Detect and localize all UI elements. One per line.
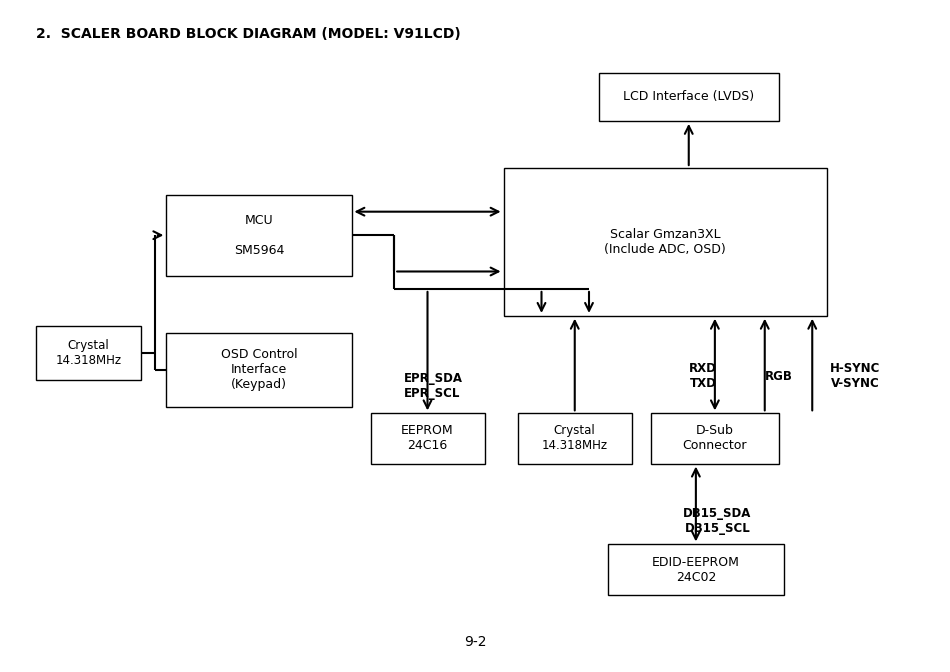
Text: DB15_SDA
DB15_SCL: DB15_SDA DB15_SCL (683, 507, 751, 535)
Text: LCD Interface (LVDS): LCD Interface (LVDS) (623, 90, 754, 103)
FancyBboxPatch shape (370, 413, 484, 464)
FancyBboxPatch shape (166, 333, 352, 407)
Text: RXD
TXD: RXD TXD (689, 362, 717, 390)
Text: RGB: RGB (765, 370, 793, 383)
FancyBboxPatch shape (598, 73, 779, 121)
FancyBboxPatch shape (36, 326, 141, 380)
FancyBboxPatch shape (166, 195, 352, 276)
Text: Crystal
14.318MHz: Crystal 14.318MHz (55, 339, 122, 367)
Text: EEPROM
24C16: EEPROM 24C16 (401, 425, 454, 452)
FancyBboxPatch shape (651, 413, 779, 464)
Text: H-SYNC
V-SYNC: H-SYNC V-SYNC (829, 362, 881, 390)
Text: D-Sub
Connector: D-Sub Connector (683, 425, 747, 452)
Text: Crystal
14.318MHz: Crystal 14.318MHz (542, 425, 608, 452)
Text: 9-2: 9-2 (464, 635, 486, 648)
Text: 2.  SCALER BOARD BLOCK DIAGRAM (MODEL: V91LCD): 2. SCALER BOARD BLOCK DIAGRAM (MODEL: V9… (36, 27, 461, 41)
Text: EDID-EEPROM
24C02: EDID-EEPROM 24C02 (652, 556, 740, 583)
FancyBboxPatch shape (518, 413, 632, 464)
Text: EPR_SDA
EPR_SCL: EPR_SDA EPR_SCL (404, 372, 463, 401)
Text: Scalar Gmzan3XL
(Include ADC, OSD): Scalar Gmzan3XL (Include ADC, OSD) (604, 228, 726, 256)
Text: OSD Control
Interface
(Keypad): OSD Control Interface (Keypad) (220, 348, 297, 391)
FancyBboxPatch shape (608, 544, 784, 595)
Text: MCU

SM5964: MCU SM5964 (234, 214, 284, 257)
FancyBboxPatch shape (504, 168, 826, 316)
